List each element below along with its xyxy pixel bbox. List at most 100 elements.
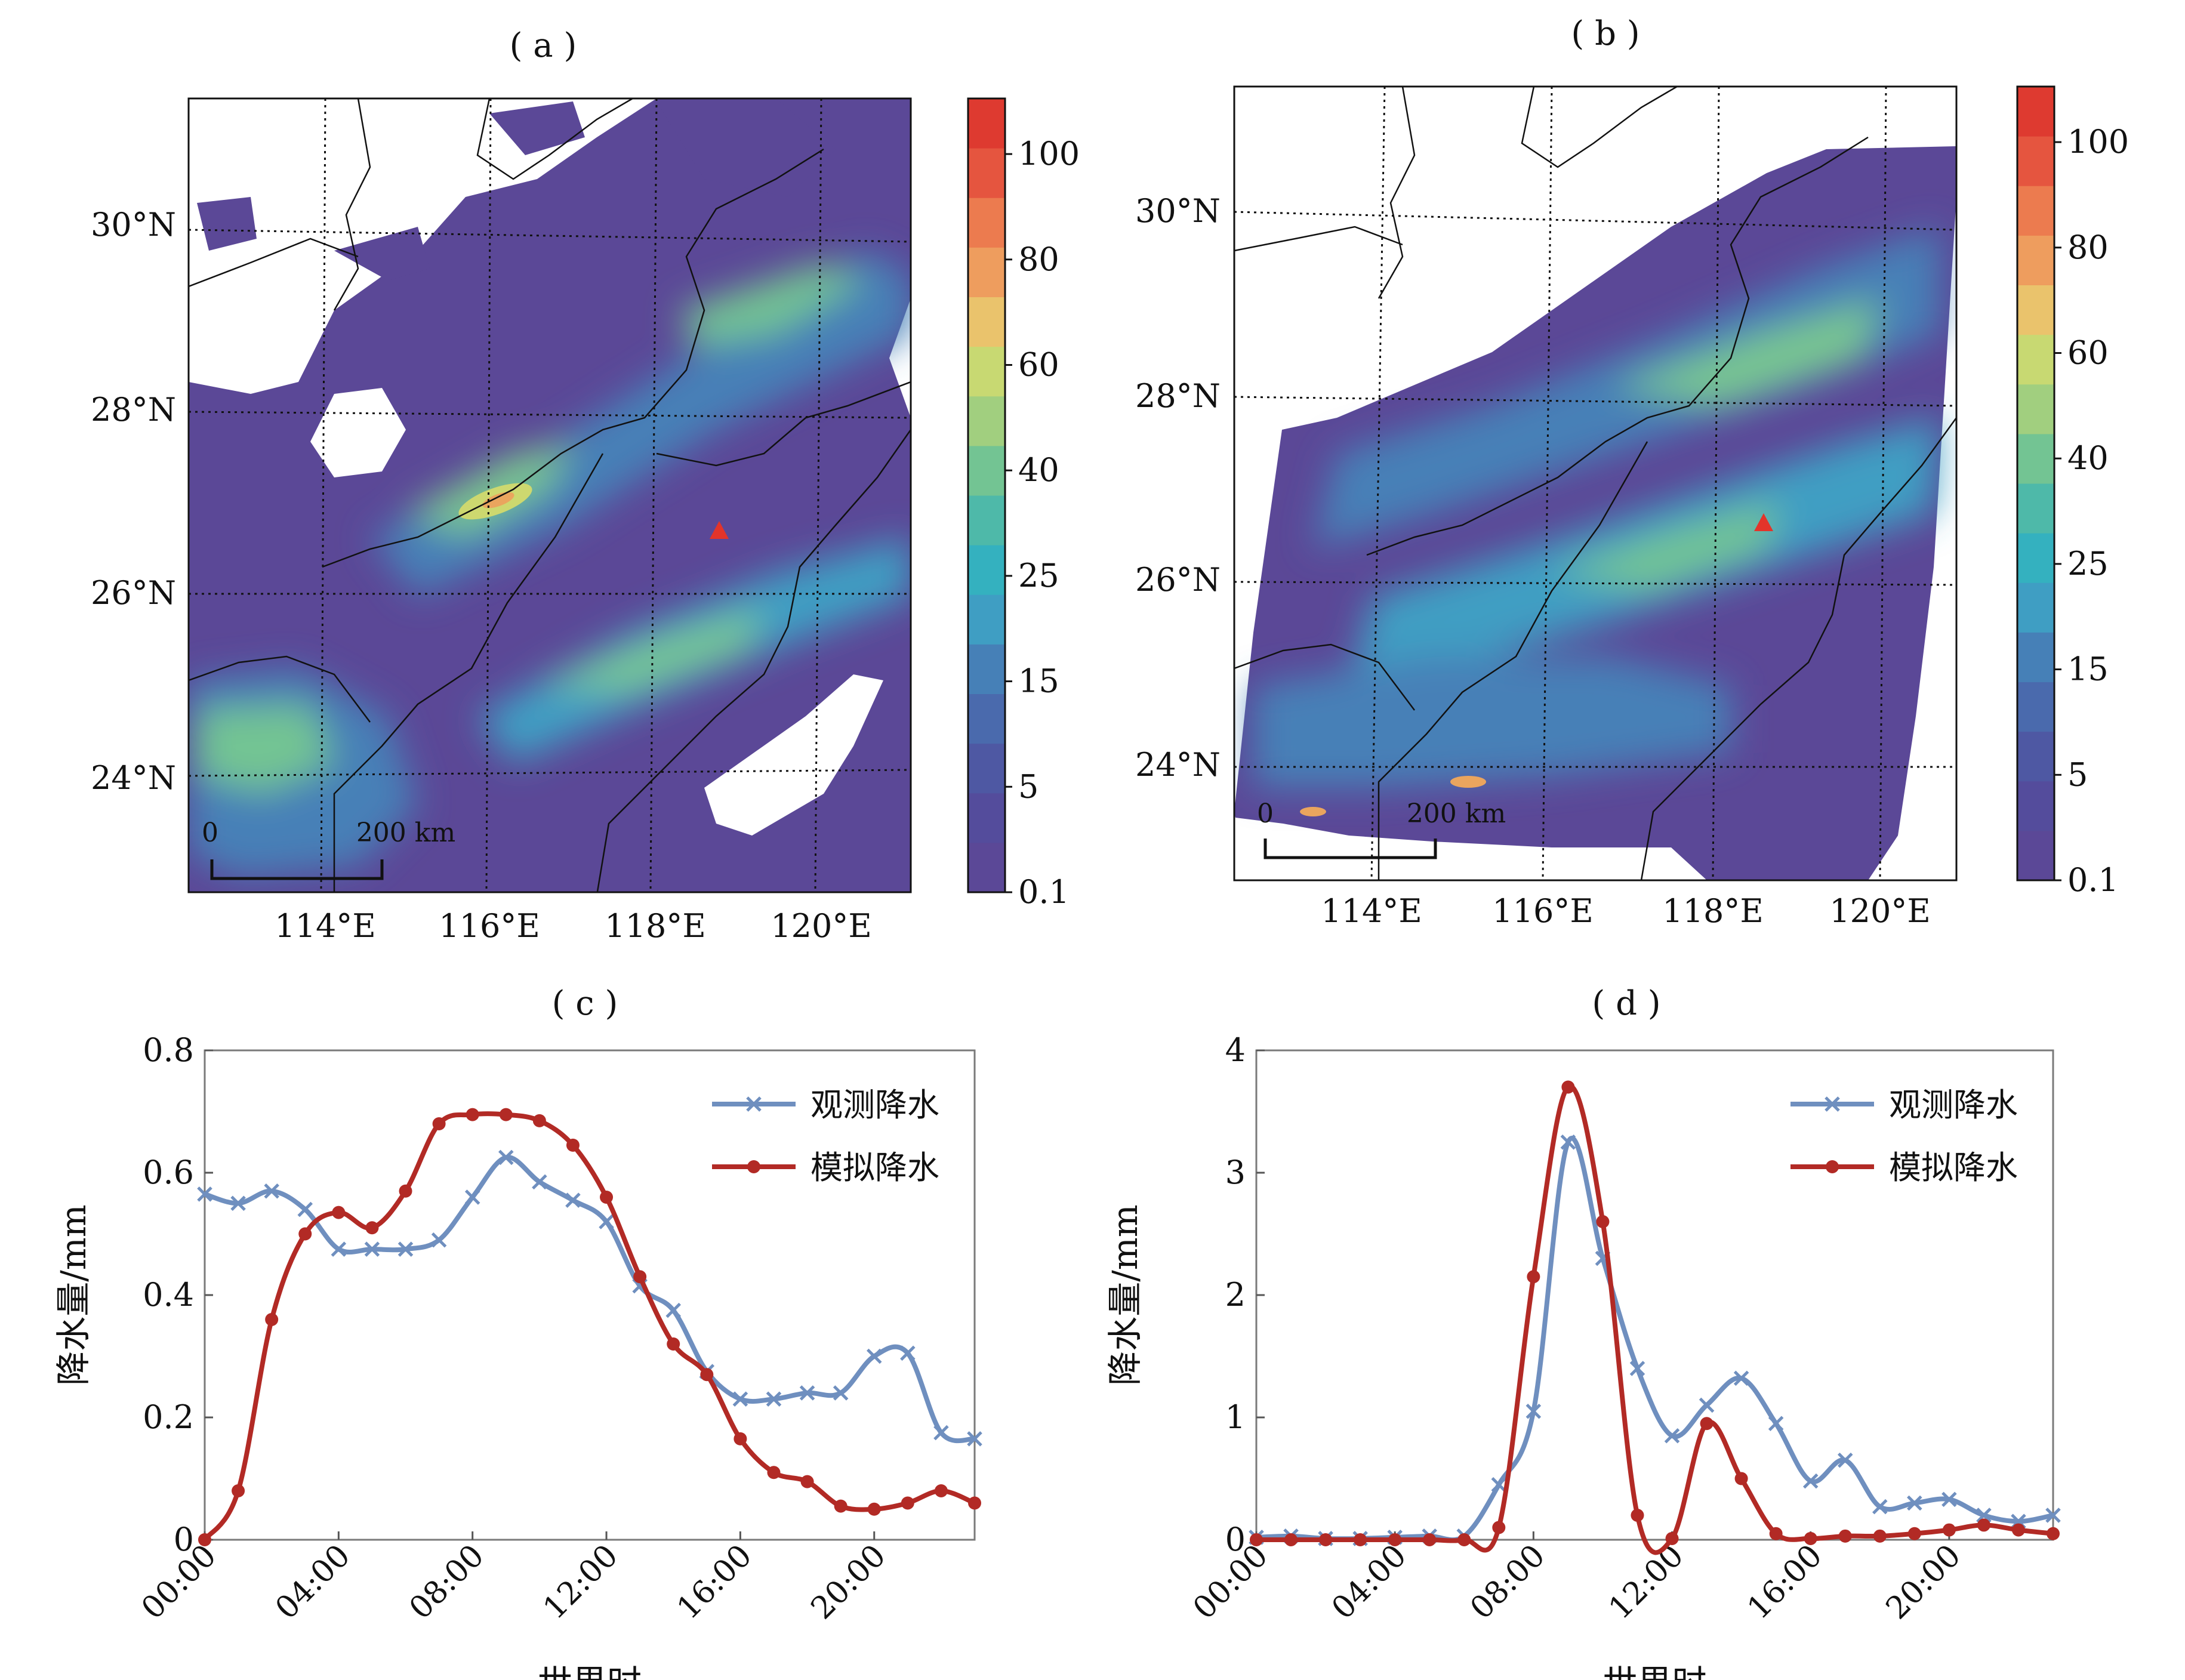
colorbar-tick-label: 15 (1018, 662, 1059, 700)
colorbar-tick-label: 25 (1018, 557, 1059, 594)
panel-c-chart: ( c ) 00.20.40.60.800:00 04:00 08:00 12:00 1… (53, 984, 982, 1680)
colorbar-swatch (2017, 186, 2054, 236)
data-point-x (799, 1385, 815, 1401)
colorbar-swatch (2017, 632, 2054, 682)
colorbar-swatch (2017, 285, 2054, 335)
data-point-dot (432, 1117, 446, 1130)
x-tick-label: 16:00 (670, 1538, 759, 1626)
lat-label: 24°N (1135, 746, 1221, 784)
colorbar-swatch (2017, 235, 2054, 285)
station-marker (1754, 513, 1773, 531)
colorbar-swatch (968, 842, 1005, 893)
data-point-dot (1665, 1531, 1679, 1545)
colorbar-tick-label: 60 (1018, 346, 1059, 384)
y-tick-label: 3 (1225, 1154, 1246, 1191)
scale-dist: 200 km (1407, 799, 1506, 829)
data-point-x (1629, 1361, 1645, 1376)
y-tick-label: 0.2 (143, 1398, 194, 1436)
data-point-dot (700, 1368, 714, 1382)
data-point-dot (667, 1337, 680, 1351)
data-point-dot (265, 1313, 279, 1326)
data-point-dot (1734, 1472, 1748, 1485)
data-point-x (532, 1174, 547, 1190)
lon-label: 116°E (439, 907, 540, 945)
colorbar-tick-label: 100 (1018, 135, 1080, 172)
colorbar-tick-label: 25 (2067, 545, 2109, 582)
y-tick-label: 2 (1225, 1276, 1246, 1314)
data-point-dot (2011, 1523, 2025, 1537)
data-point-x (565, 1192, 581, 1208)
swath-band-3 (1253, 656, 1731, 788)
colorbar-border (2016, 85, 2055, 881)
colorbar-swatch (968, 594, 1005, 645)
data-point-dot (365, 1221, 379, 1235)
lon-label: 116°E (1492, 892, 1594, 930)
rain-north-patches (197, 98, 836, 280)
swath-band-5 (1552, 501, 1779, 591)
data-point-dot (867, 1502, 881, 1516)
map-a-border (187, 97, 912, 893)
data-point-x (732, 1391, 748, 1407)
data-point-x (1699, 1397, 1715, 1413)
data-point-x (1733, 1370, 1749, 1386)
legend-label: 观测降水 (1889, 1086, 2018, 1124)
data-point-dot (1457, 1533, 1471, 1546)
lat-label: 24°N (91, 759, 176, 797)
colorbar-swatch (968, 793, 1005, 843)
colorbar-swatch (968, 396, 1005, 446)
colorbar-swatch (2017, 830, 2054, 881)
data-point-dot (232, 1484, 245, 1497)
colorbar-swatch (2017, 533, 2054, 583)
map-a-rain-field (189, 98, 911, 892)
data-point-dot (1769, 1527, 1783, 1540)
data-point-dot (1319, 1533, 1333, 1546)
scale-dist: 200 km (356, 818, 455, 848)
data-point-x (1664, 1428, 1680, 1444)
lat-label: 30°N (91, 206, 176, 243)
data-point-dot (1907, 1527, 1921, 1540)
colorbar-swatch (2017, 731, 2054, 782)
colorbar-swatch (968, 297, 1005, 347)
data-point-dot (901, 1496, 914, 1510)
y-axis-title: 降水量/mm (53, 1204, 94, 1386)
colorbar-swatch (968, 743, 1005, 794)
lon-label: 120°E (771, 907, 872, 945)
data-point-x (833, 1385, 849, 1401)
colorbar-swatch (968, 198, 1005, 248)
rain-band-7 (197, 704, 334, 794)
map-b-colorbar: 100 80 60 40 25 15 5 0.1 (2016, 85, 2129, 899)
lon-label: 114°E (275, 907, 376, 945)
colorbar-swatch (2017, 483, 2054, 534)
map-b-rain-field (1234, 146, 1956, 880)
y-tick-label: 0.4 (143, 1276, 194, 1314)
data-point-x (766, 1391, 782, 1407)
data-point-dot (633, 1270, 647, 1284)
x-tick-label: 20:00 (805, 1538, 893, 1626)
colorbar-swatch (968, 247, 1005, 297)
colorbar-tick-label: 15 (2067, 651, 2109, 688)
colorbar-swatch (2017, 781, 2054, 831)
scale-zero: 0 (1257, 799, 1274, 829)
data-point-x (665, 1302, 681, 1318)
legend-label: 模拟降水 (810, 1149, 939, 1186)
y-tick-label: 4 (1225, 1031, 1246, 1069)
data-point-x (933, 1425, 949, 1441)
lat-label: 28°N (91, 391, 176, 429)
colorbar-swatch (2017, 582, 2054, 633)
map-b-scale-bar: 0 200 km (1257, 799, 1506, 859)
colorbar-tick-label: 5 (1018, 767, 1038, 805)
y-tick-label: 0.8 (143, 1031, 194, 1069)
data-point-x (1491, 1476, 1507, 1493)
x-tick-label: 08:00 (402, 1538, 491, 1626)
data-point-dot (1596, 1215, 1610, 1228)
data-point-dot (1977, 1518, 1990, 1532)
panel-b-label: ( b ) (1571, 14, 1639, 53)
x-tick-label: 08:00 (1463, 1538, 1552, 1626)
x-tick-label: 04:00 (1325, 1538, 1413, 1626)
data-point-dot (968, 1496, 981, 1510)
x-tick-label: 16:00 (1740, 1538, 1829, 1626)
data-point-x (1837, 1452, 1853, 1468)
data-point-x (397, 1241, 414, 1257)
